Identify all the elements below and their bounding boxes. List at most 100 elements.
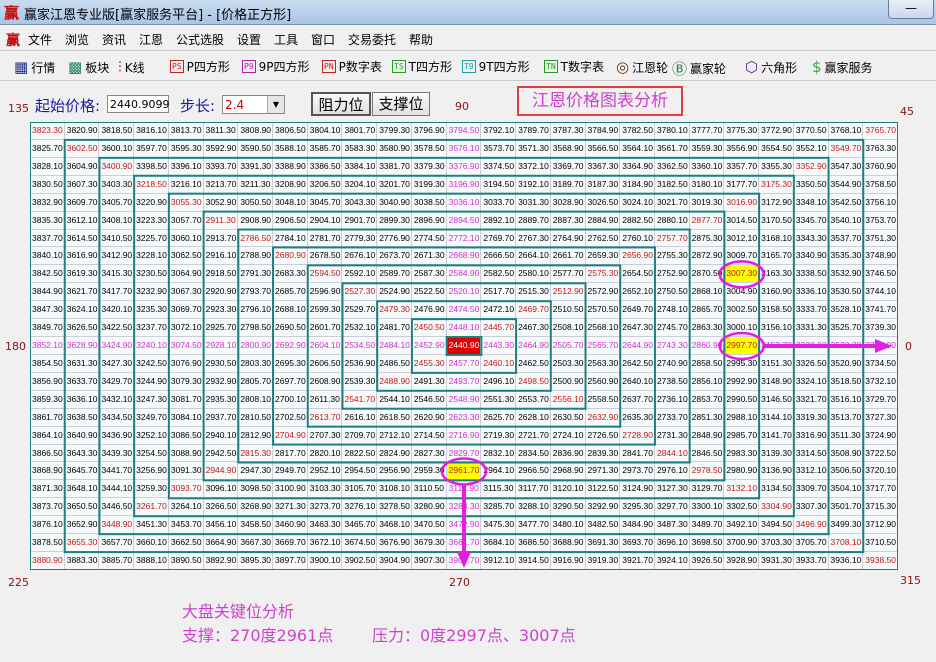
price-cell[interactable]: 2937.70	[203, 408, 239, 427]
price-cell[interactable]: 3732.10	[863, 372, 898, 391]
menu-item[interactable]: 工具	[274, 33, 299, 47]
price-cell[interactable]: 3499.30	[828, 516, 864, 535]
price-cell[interactable]: 3926.50	[689, 552, 725, 570]
price-cell[interactable]: 3000.10	[724, 319, 760, 338]
price-cell[interactable]: 2995.30	[724, 354, 760, 373]
price-cell[interactable]: 3597.70	[134, 139, 169, 158]
price-cell[interactable]: 3691.30	[585, 534, 621, 553]
price-cell[interactable]: 2517.70	[481, 283, 517, 302]
price-cell[interactable]: 3806.50	[273, 122, 308, 140]
price-cell[interactable]: 3799.30	[377, 122, 412, 140]
price-cell[interactable]: 2880.10	[654, 211, 690, 230]
price-cell[interactable]: 2613.70	[307, 408, 343, 427]
price-cell[interactable]: 3852.10	[30, 337, 65, 355]
price-cell[interactable]: 3782.50	[620, 122, 655, 140]
price-cell[interactable]: 3626.50	[64, 319, 100, 338]
price-cell[interactable]: 3784.90	[585, 122, 621, 140]
price-cell[interactable]: 2606.50	[307, 354, 343, 373]
price-cell[interactable]: 2625.70	[481, 408, 517, 427]
price-cell[interactable]: 2779.30	[342, 229, 378, 248]
price-cell[interactable]: 3770.50	[793, 122, 829, 140]
price-cell[interactable]: 3283.30	[446, 498, 482, 517]
price-cell[interactable]: 3590.50	[238, 139, 274, 158]
price-cell[interactable]: 2508.10	[550, 319, 586, 338]
price-cell[interactable]: 3288.10	[516, 498, 551, 517]
price-cell[interactable]: 3386.50	[307, 157, 343, 176]
price-cell[interactable]: 2599.30	[307, 301, 343, 320]
price-cell[interactable]: 2656.90	[620, 247, 655, 266]
price-cell[interactable]: 2685.70	[273, 283, 308, 302]
toolbar-ps-button[interactable]: PS P四方形	[170, 58, 230, 75]
price-cell[interactable]: 2868.10	[689, 283, 725, 302]
price-cell[interactable]: 3235.30	[134, 301, 169, 320]
price-cell[interactable]: 3758.50	[863, 175, 898, 194]
menu-item[interactable]: 公式选股	[176, 33, 225, 47]
price-cell[interactable]: 3112.90	[446, 480, 482, 499]
price-cell[interactable]: 3832.90	[30, 193, 65, 212]
price-cell[interactable]: 2743.30	[654, 337, 690, 355]
price-cell[interactable]: 3698.50	[689, 534, 725, 553]
price-cell[interactable]: 2486.50	[377, 354, 412, 373]
price-cell[interactable]: 3662.50	[168, 534, 204, 553]
price-cell[interactable]: 2510.50	[550, 301, 586, 320]
price-cell[interactable]: 2911.30	[203, 211, 239, 230]
price-cell[interactable]: 2985.70	[724, 426, 760, 445]
price-cell[interactable]: 2594.50	[307, 265, 343, 284]
price-cell[interactable]: 3674.50	[342, 534, 378, 553]
price-cell[interactable]: 2920.90	[203, 283, 239, 302]
price-cell[interactable]: 3405.70	[99, 193, 135, 212]
price-cell[interactable]: 3158.50	[759, 301, 794, 320]
price-cell[interactable]: 3684.10	[481, 534, 517, 553]
price-cell[interactable]: 3636.10	[64, 390, 100, 409]
price-cell[interactable]: 3604.90	[64, 157, 100, 176]
price-cell[interactable]: 2529.70	[342, 301, 378, 320]
price-cell[interactable]: 2961.70	[446, 462, 482, 481]
price-cell[interactable]: 3345.70	[793, 211, 829, 230]
price-cell[interactable]: 3645.70	[64, 462, 100, 481]
price-cell[interactable]: 3888.10	[134, 552, 169, 570]
price-cell[interactable]: 3338.50	[793, 265, 829, 284]
price-cell[interactable]: 2731.30	[654, 426, 690, 445]
price-cell[interactable]: 3808.90	[238, 122, 274, 140]
price-cell[interactable]: 2848.90	[689, 426, 725, 445]
price-cell[interactable]: 2601.70	[307, 319, 343, 338]
price-cell[interactable]: 3472.90	[446, 516, 482, 535]
price-cell[interactable]: 3189.70	[550, 175, 586, 194]
price-cell[interactable]: 2918.50	[203, 265, 239, 284]
price-cell[interactable]: 2990.50	[724, 390, 760, 409]
price-cell[interactable]: 2690.50	[273, 319, 308, 338]
price-cell[interactable]: 3132.10	[724, 480, 760, 499]
price-cell[interactable]: 3892.90	[203, 552, 239, 570]
price-cell[interactable]: 2642.50	[620, 354, 655, 373]
price-cell[interactable]: 3708.10	[828, 534, 864, 553]
price-cell[interactable]: 3612.10	[64, 211, 100, 230]
price-cell[interactable]: 3523.30	[828, 337, 864, 355]
price-cell[interactable]: 3679.30	[411, 534, 447, 553]
price-cell[interactable]: 3655.30	[64, 534, 100, 553]
price-cell[interactable]: 3045.70	[307, 193, 343, 212]
price-cell[interactable]: 3904.90	[377, 552, 412, 570]
price-cell[interactable]: 3434.50	[99, 408, 135, 427]
price-cell[interactable]: 2916.10	[203, 247, 239, 266]
price-cell[interactable]: 3818.50	[99, 122, 135, 140]
price-cell[interactable]: 3429.70	[99, 372, 135, 391]
price-cell[interactable]: 3842.50	[30, 265, 65, 284]
price-cell[interactable]: 3760.90	[863, 157, 898, 176]
price-cell[interactable]: 2577.70	[550, 265, 586, 284]
price-cell[interactable]: 3232.90	[134, 283, 169, 302]
price-cell[interactable]: 3628.90	[64, 337, 100, 355]
price-cell[interactable]: 3602.50	[64, 139, 100, 158]
price-cell[interactable]: 2930.50	[203, 354, 239, 373]
price-cell[interactable]: 2822.50	[342, 444, 378, 463]
price-cell[interactable]: 3573.70	[481, 139, 517, 158]
step-select[interactable]: 2.4 ▼	[222, 95, 285, 114]
price-cell[interactable]: 3072.10	[168, 319, 204, 338]
price-cell[interactable]: 2688.10	[273, 301, 308, 320]
price-cell[interactable]: 3576.10	[446, 139, 482, 158]
price-cell[interactable]: 3724.90	[863, 426, 898, 445]
price-cell[interactable]: 3540.10	[828, 211, 864, 230]
price-cell[interactable]: 3170.50	[759, 211, 794, 230]
price-cell[interactable]: 3355.30	[759, 157, 794, 176]
price-cell[interactable]: 2654.50	[620, 265, 655, 284]
toolbar-p9-button[interactable]: P9 9P四方形	[242, 58, 310, 75]
